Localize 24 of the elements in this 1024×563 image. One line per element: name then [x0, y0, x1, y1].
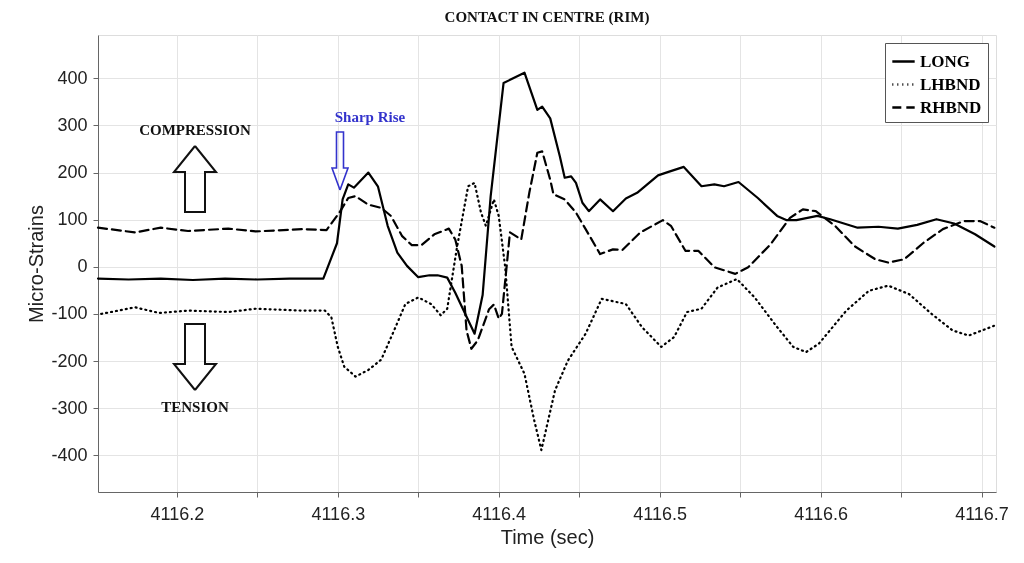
y-tick-label: 100	[57, 209, 88, 230]
x-tick-label: 4116.4	[472, 503, 527, 524]
annotation: TENSION	[161, 399, 229, 415]
y-tick-label: -200	[51, 350, 88, 371]
x-tick-label: 4116.5	[633, 503, 688, 524]
y-tick-label: -300	[51, 397, 88, 418]
y-tick-label: 400	[57, 67, 88, 88]
annotation: Sharp Rise	[334, 109, 406, 125]
x-axis-title: Time (sec)	[500, 525, 595, 548]
chart-title: CONTACT IN CENTRE (RIM)	[444, 9, 650, 26]
x-tick-label: 4116.3	[311, 503, 366, 524]
y-axis-title: Micro-Strains	[25, 205, 48, 323]
y-tick-label: 0	[77, 256, 88, 277]
y-tick-label: 300	[57, 114, 88, 135]
x-tick-label: 4116.6	[794, 503, 848, 524]
legend-label: LHBND	[920, 74, 981, 94]
legend-label: RHBND	[920, 97, 982, 117]
y-tick-label: 200	[57, 162, 88, 183]
x-tick-label: 4116.2	[150, 503, 205, 524]
y-tick-label: -400	[51, 444, 88, 465]
x-tick-label: 4116.7	[955, 503, 1009, 524]
y-tick-label: -100	[51, 303, 88, 324]
legend-label: LONG	[920, 51, 971, 71]
annotation: COMPRESSION	[139, 122, 251, 138]
